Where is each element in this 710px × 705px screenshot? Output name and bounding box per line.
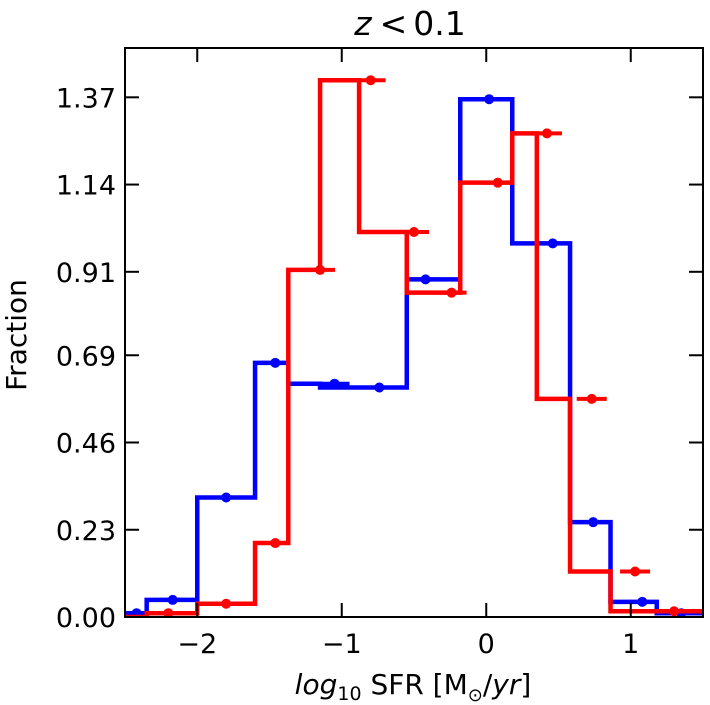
blue-data-point bbox=[374, 382, 385, 393]
blue-data-point bbox=[167, 594, 178, 605]
y-tick-label: 0.91 bbox=[56, 258, 116, 289]
y-tick-label: 1.14 bbox=[56, 171, 116, 202]
blue-data-point bbox=[588, 517, 599, 528]
blue-data-point bbox=[270, 357, 281, 368]
red-step-line bbox=[125, 77, 703, 617]
axes-frame bbox=[124, 47, 704, 618]
red-data-point bbox=[492, 177, 503, 188]
blue-data-point bbox=[547, 238, 558, 249]
red-data-point bbox=[630, 566, 641, 577]
y-tick-label: 0.69 bbox=[56, 341, 116, 372]
y-tick-label: 0.23 bbox=[56, 516, 116, 547]
red-data-point bbox=[409, 226, 419, 237]
blue-data-point bbox=[329, 378, 340, 389]
blue-data-point bbox=[637, 596, 648, 607]
y-tick-label: 0.46 bbox=[56, 429, 116, 460]
blue-data-point bbox=[484, 94, 495, 105]
blue-step-line bbox=[125, 96, 703, 616]
x-axis-title: log10 SFR [M⊙/yr] bbox=[295, 668, 532, 705]
red-data-point bbox=[365, 75, 376, 86]
red-data-point bbox=[270, 538, 281, 549]
plot-area bbox=[125, 75, 703, 617]
red-data-point bbox=[586, 393, 597, 404]
series-layer bbox=[125, 75, 703, 617]
x-tick-label: 0 bbox=[478, 629, 495, 660]
blue-data-point bbox=[420, 274, 431, 285]
x-tick-label: 1 bbox=[622, 629, 639, 660]
x-tick-label: −2 bbox=[177, 629, 217, 660]
red-data-point bbox=[446, 287, 457, 298]
red-data-point bbox=[163, 608, 174, 617]
red-data-point bbox=[669, 606, 680, 617]
axis-ticks: −2 −1 0 1 0.00 0.23 0.46 0.69 0.91 1.14 1.37 bbox=[56, 48, 703, 660]
blue-data-point bbox=[221, 492, 232, 503]
red-data-point bbox=[315, 264, 326, 275]
y-tick-label: 0.00 bbox=[56, 603, 116, 634]
x-tick-label: −1 bbox=[322, 629, 362, 660]
y-axis-title: Fraction bbox=[0, 279, 33, 391]
chart-title: z <0.1 bbox=[353, 4, 465, 43]
red-data-point bbox=[541, 128, 552, 139]
red-data-point bbox=[221, 598, 232, 609]
y-tick-label: 1.37 bbox=[56, 83, 116, 114]
